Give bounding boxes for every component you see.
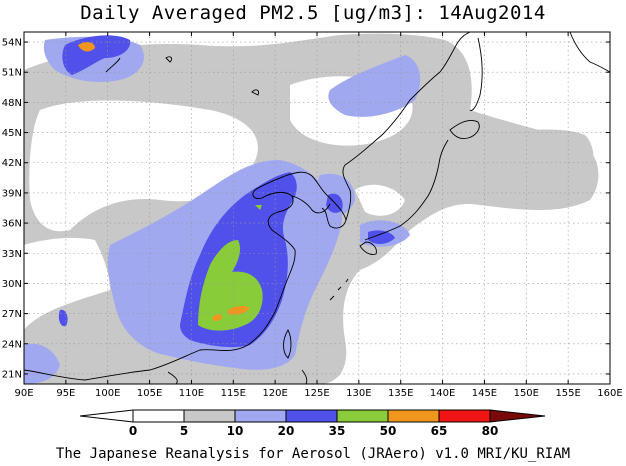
- lat-tick-label: 51N: [2, 68, 22, 79]
- coastline-kyushu: [359, 241, 377, 255]
- colorbar-level-label: 35: [329, 424, 346, 438]
- coastline-japan-honshu: [364, 139, 449, 241]
- coastlines: [24, 32, 610, 384]
- lon-tick-label: 105E: [137, 388, 162, 399]
- coastline-taiwan: [283, 329, 292, 359]
- pm25-band-50-65: [228, 305, 250, 315]
- coastline-lake-baikal: [105, 57, 121, 73]
- colorbar-swatch: [438, 409, 491, 423]
- colorbar-level-label: 10: [227, 424, 244, 438]
- lon-tick-label: 150E: [514, 388, 539, 399]
- lat-tick-label: 45N: [2, 128, 22, 139]
- coastline-japan-hokkaido: [449, 119, 480, 139]
- coastline-luzon: [301, 369, 308, 384]
- lat-tick-label: 33N: [2, 249, 22, 260]
- lat-tick-label: 30N: [2, 279, 22, 290]
- lat-tick-label: 54N: [2, 38, 22, 49]
- coastline-russia: [344, 32, 471, 166]
- colorbar-swatch: [387, 409, 440, 423]
- colorbar-level-label: 5: [180, 424, 188, 438]
- coastline-china: [24, 171, 331, 381]
- coastline-bohai: [291, 195, 331, 214]
- lon-tick-label: 155E: [555, 388, 580, 399]
- coastline-sakhalin: [469, 37, 483, 111]
- longitude-axis: 90E 95E 100E 105E 110E 115E 120E 125E 130E 135E 14…: [14, 32, 623, 399]
- lon-tick-label: 125E: [304, 388, 329, 399]
- colorbar-level-label: 80: [482, 424, 499, 438]
- lon-tick-label: 140E: [430, 388, 455, 399]
- colorbar-swatch: [183, 409, 236, 423]
- lon-tick-label: 100E: [95, 388, 120, 399]
- gridlines: [24, 32, 610, 384]
- colorbar-arrow-high: [489, 409, 546, 423]
- lon-tick-label: 115E: [221, 388, 246, 399]
- pm25-band-50-65-b: [212, 314, 222, 321]
- colorbar-swatch: [132, 409, 185, 423]
- lon-tick-label: 95E: [56, 388, 75, 399]
- lat-tick-label: 42N: [2, 158, 22, 169]
- lon-tick-label: 110E: [179, 388, 204, 399]
- colorbar-level-label: 65: [431, 424, 448, 438]
- pm25-band-20-35-japan: [368, 230, 395, 244]
- colorbar-swatch: [234, 409, 287, 423]
- concentration-field: [24, 32, 610, 384]
- colorbar-level-label: 20: [278, 424, 295, 438]
- pm25-clear-japan: [355, 184, 405, 216]
- coastline-ryukyu: [329, 278, 349, 301]
- coastline-kamchatka: [569, 32, 610, 73]
- colorbar-legend: 0 5 10 20 35 50 65 80: [79, 409, 546, 438]
- colorbar-arrow-low: [79, 409, 134, 423]
- lon-tick-label: 160E: [597, 388, 622, 399]
- pm25-band-10-20-northeast: [328, 55, 421, 117]
- map-title: Daily Averaged PM2.5 [ug/m3]: 14Aug2014: [80, 2, 546, 24]
- lon-tick-label: 130E: [346, 388, 371, 399]
- lat-tick-label: 21N: [2, 369, 22, 380]
- coastline-hainan: [167, 371, 178, 384]
- lat-tick-label: 27N: [2, 309, 22, 320]
- lat-tick-label: 48N: [2, 98, 22, 109]
- coastline-lakes: [165, 56, 259, 96]
- latitude-axis: 21N 24N 27N 30N 33N 36N 39N 42N 45N 48N 51N 54N: [2, 38, 610, 380]
- lon-tick-label: 90E: [14, 388, 33, 399]
- colorbar-swatch: [285, 409, 338, 423]
- pm25-band-50-65-north: [78, 42, 95, 52]
- lon-tick-label: 145E: [472, 388, 497, 399]
- pm25-band-35-50-spot: [255, 205, 262, 210]
- lat-tick-label: 36N: [2, 219, 22, 230]
- data-credit: The Japanese Reanalysis for Aerosol (JRA…: [55, 446, 571, 462]
- lon-tick-label: 120E: [262, 388, 287, 399]
- colorbar-level-label: 50: [380, 424, 397, 438]
- lat-tick-label: 24N: [2, 339, 22, 350]
- coastline-korea: [321, 164, 352, 229]
- pm25-band-5-10-east: [470, 129, 594, 203]
- colorbar-level-label: 0: [129, 424, 137, 438]
- colorbar-swatch: [336, 409, 389, 423]
- lon-tick-label: 135E: [388, 388, 413, 399]
- lat-tick-label: 39N: [2, 188, 22, 199]
